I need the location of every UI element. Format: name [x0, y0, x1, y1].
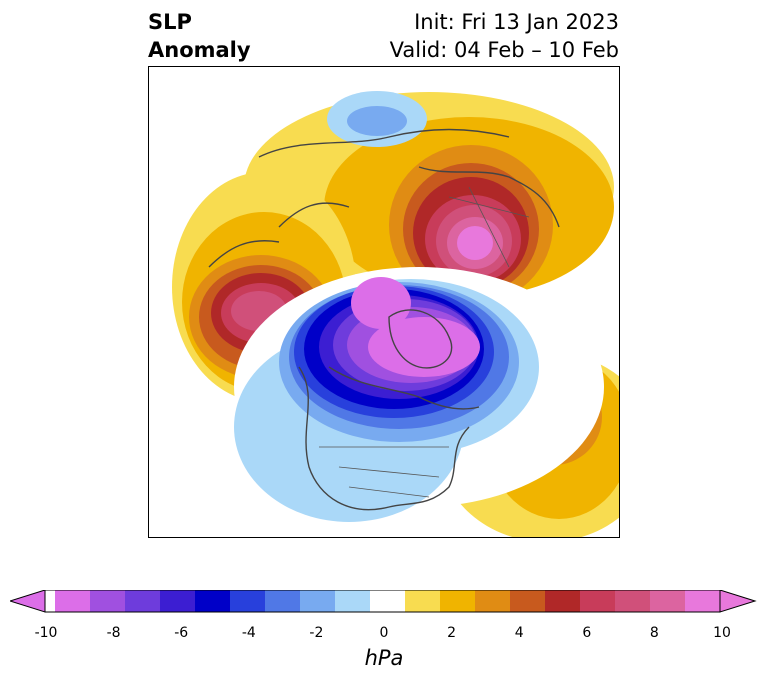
colorbar-tick-label: 6 [582, 625, 592, 641]
colorbar-tick-label: 10 [713, 625, 731, 641]
colorbar-segment [440, 590, 476, 612]
title-line1: SLP [148, 10, 192, 34]
colorbar-segment [265, 590, 301, 612]
siberia-low [327, 91, 427, 147]
colorbar-tick-label: -10 [34, 625, 58, 641]
colorbar-segment [580, 590, 616, 612]
colorbar-tick-label: -4 [241, 625, 256, 641]
colorbar-tick-label: -8 [106, 625, 121, 641]
colorbar-segment [615, 590, 651, 612]
colorbar-segment [90, 590, 126, 612]
date-info: Init: Fri 13 Jan 2023 Valid: 04 Feb – 10… [390, 8, 619, 64]
borders [319, 186, 530, 498]
colorbar-segment [55, 590, 91, 612]
colorbar-segments [55, 590, 721, 612]
coastlines [208, 128, 560, 511]
colorbar-segment [335, 590, 371, 612]
colorbar-segment [685, 590, 721, 612]
chart-title: SLP Anomaly [148, 8, 251, 64]
colorbar-segment [405, 590, 441, 612]
colorbar-segment [160, 590, 196, 612]
anomaly-map [148, 66, 620, 538]
colorbar-segment [195, 590, 231, 612]
colorbar-segment [475, 590, 511, 612]
init-date: Init: Fri 13 Jan 2023 [414, 10, 619, 34]
colorbar-tick-label: -2 [309, 625, 324, 641]
colorbar-right-arrow [719, 590, 757, 613]
colorbar-tick-label: 2 [447, 625, 457, 641]
title-line2: Anomaly [148, 38, 251, 62]
colorbar-segment [510, 590, 546, 612]
colorbar-left-arrow [10, 590, 46, 613]
units-label: hPa [364, 646, 404, 670]
colorbar-segment [230, 590, 266, 612]
colorbar-tick-label: -6 [174, 625, 189, 641]
colorbar-segment [370, 590, 406, 612]
colorbar [10, 590, 757, 613]
colorbar-tick-label: 8 [649, 625, 659, 641]
map-svg [172, 91, 619, 537]
colorbar-segment [650, 590, 686, 612]
colorbar-frame [44, 590, 721, 613]
colorbar-segment [545, 590, 581, 612]
valid-range: Valid: 04 Feb – 10 Feb [389, 38, 619, 62]
colorbar-segment [300, 590, 336, 612]
colorbar-tick-label: 0 [379, 625, 389, 641]
colorbar-segment [125, 590, 161, 612]
colorbar-tick-label: 4 [514, 625, 524, 641]
